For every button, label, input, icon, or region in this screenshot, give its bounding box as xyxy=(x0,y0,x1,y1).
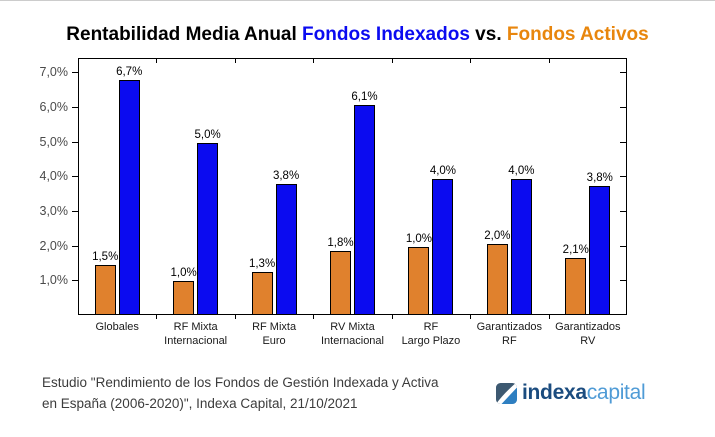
top-axis-tick xyxy=(391,58,393,63)
bar-value-label-indexados: 3,8% xyxy=(272,169,300,182)
category-label-line: Garantizados xyxy=(476,321,543,333)
category-label-line: RV xyxy=(580,334,596,347)
y-axis-label: 7,0% xyxy=(39,65,69,80)
bar-indexados xyxy=(354,105,375,315)
category-label-line: Garantizados xyxy=(555,321,621,333)
indexa-capital-logo: indexacapital xyxy=(496,381,646,405)
source-note: Estudio "Rendimiento de los Fondos de Ge… xyxy=(42,372,439,414)
bar-activos xyxy=(408,246,430,315)
top-axis-tick xyxy=(234,58,236,63)
bottom-axis-tick xyxy=(156,314,158,319)
chart-title-activos: Fondos Activos xyxy=(506,24,649,45)
category-label: RF Mixta Internacional xyxy=(151,321,241,348)
chart-title: Rentabilidad Media Anual Fondos Indexado… xyxy=(0,24,715,46)
y-axis-tick-right xyxy=(620,106,626,108)
bar-value-label-activos: 1,0% xyxy=(170,267,197,280)
y-axis-tick-right xyxy=(620,280,626,282)
bottom-axis-tick xyxy=(234,314,236,319)
category-label: RF Largo Plazo xyxy=(386,321,476,348)
bar-activos xyxy=(173,281,195,315)
y-axis-tick-right xyxy=(620,245,626,247)
bar-indexados xyxy=(432,178,454,315)
y-axis-tick-left xyxy=(72,280,78,282)
indexa-capital-logo-text: indexacapital xyxy=(522,381,646,405)
y-axis-label: 1,0% xyxy=(39,273,69,288)
bar-activos xyxy=(486,243,508,315)
bottom-axis-tick xyxy=(313,314,315,319)
y-axis-label: 4,0% xyxy=(39,169,69,184)
chart-title-vs: vs. xyxy=(469,24,507,45)
top-axis-tick xyxy=(156,58,158,63)
category-label-line: RF xyxy=(502,334,517,347)
top-axis-tick xyxy=(313,58,315,63)
top-axis-tick xyxy=(548,58,550,63)
bar-value-label-indexados: 4,0% xyxy=(508,164,535,177)
bar-value-label-activos: 1,5% xyxy=(92,250,119,263)
bar-activos xyxy=(565,258,587,315)
category-label-line: Globales xyxy=(95,321,139,333)
y-axis-tick-left xyxy=(72,210,78,212)
bar-indexados xyxy=(197,143,219,315)
chart-title-black: Rentabilidad Media Anual xyxy=(66,24,303,45)
category-label-line: RF xyxy=(423,321,439,333)
y-axis-tick-left xyxy=(72,141,78,143)
plot-area xyxy=(78,58,627,315)
category-label-line: RF Mixta xyxy=(252,321,297,333)
y-axis-tick-left xyxy=(72,106,78,108)
bar-value-label-indexados: 6,1% xyxy=(351,91,378,104)
y-axis-tick-left xyxy=(72,176,78,178)
bar-value-label-activos: 2,1% xyxy=(562,244,589,257)
bar-value-label-indexados: 6,7% xyxy=(116,65,143,78)
bar-indexados xyxy=(589,185,611,315)
category-label: Globales xyxy=(72,321,162,335)
bar-value-label-indexados: 3,8% xyxy=(586,171,613,184)
chart-title-indexados: Fondos Indexados xyxy=(302,24,470,45)
category-label-line: Largo Plazo xyxy=(401,334,461,347)
logo-word-indexa: indexa xyxy=(522,381,587,404)
category-label-line: Euro xyxy=(262,334,286,347)
category-label: RV Mixta Internacional xyxy=(308,321,398,348)
y-axis-tick-left xyxy=(72,72,78,74)
y-axis-label: 3,0% xyxy=(39,203,69,218)
category-label: Garantizados RV xyxy=(543,321,633,348)
y-axis-label: 5,0% xyxy=(39,134,69,149)
bar-value-label-activos: 1,3% xyxy=(248,257,276,270)
category-label-line: Internacional xyxy=(164,334,228,347)
category-label: RF Mixta Euro xyxy=(229,321,319,348)
bar-activos xyxy=(251,271,273,315)
bar-activos xyxy=(94,264,116,315)
source-note-line1: Estudio "Rendimiento de los Fondos de Ge… xyxy=(42,375,439,390)
bar-indexados xyxy=(510,178,532,315)
bar-indexados xyxy=(275,183,297,315)
top-border-line xyxy=(0,0,715,1)
y-axis-label: 6,0% xyxy=(39,99,69,114)
indexa-capital-logo-icon xyxy=(496,382,517,404)
y-axis-tick-right xyxy=(620,176,626,178)
category-label-line: Internacional xyxy=(321,334,384,347)
category-label: Garantizados RF xyxy=(464,321,554,348)
bar-value-label-indexados: 5,0% xyxy=(194,129,221,142)
bottom-axis-tick xyxy=(470,314,472,319)
bottom-axis-tick xyxy=(548,314,550,319)
y-axis-label: 2,0% xyxy=(39,238,69,253)
source-note-line2: en España (2006-2020)", Indexa Capital, … xyxy=(42,396,358,411)
y-axis-tick-right xyxy=(620,210,626,212)
bottom-axis-tick xyxy=(391,314,393,319)
bar-indexados xyxy=(118,79,140,315)
logo-word-capital: capital xyxy=(586,381,646,404)
top-axis-tick xyxy=(470,58,472,63)
category-label-line: RV Mixta xyxy=(330,321,375,333)
bar-activos xyxy=(330,250,351,315)
y-axis-tick-right xyxy=(620,141,626,143)
bar-value-label-activos: 1,0% xyxy=(405,232,433,245)
y-axis-tick-right xyxy=(620,72,626,74)
bar-value-label-activos: 2,0% xyxy=(484,229,511,242)
bar-value-label-indexados: 4,0% xyxy=(429,164,457,177)
y-axis-tick-left xyxy=(72,245,78,247)
category-label-line: RF Mixta xyxy=(173,321,218,333)
bar-value-label-activos: 1,8% xyxy=(327,236,354,249)
